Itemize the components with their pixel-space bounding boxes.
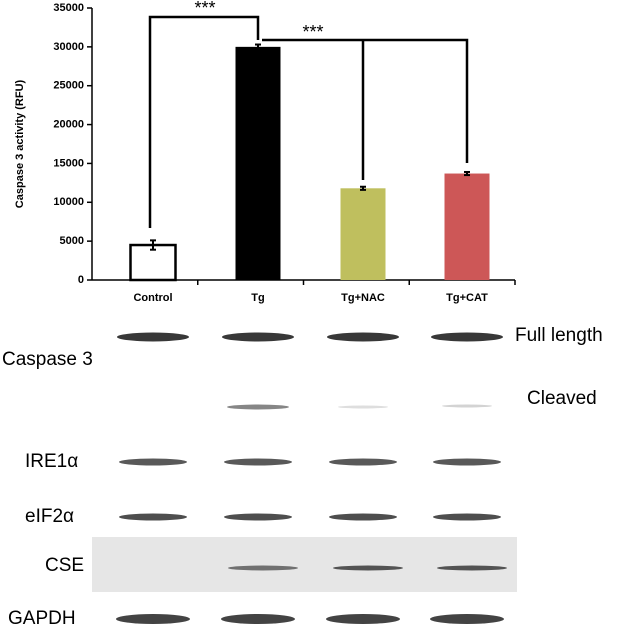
row-label: GAPDH bbox=[8, 608, 76, 629]
row-label: Caspase 3 bbox=[2, 349, 93, 370]
x-tick-label: Tg bbox=[251, 292, 264, 304]
row-label: IRE1α bbox=[25, 451, 78, 472]
blot-band bbox=[117, 332, 189, 342]
bar bbox=[340, 188, 386, 280]
blot-band bbox=[338, 405, 388, 409]
bar bbox=[235, 46, 281, 280]
error-bar bbox=[464, 170, 470, 177]
x-tick-label: Tg+NAC bbox=[341, 292, 385, 304]
significance-label: *** bbox=[194, 0, 215, 18]
blot-band bbox=[222, 332, 294, 342]
error-bar bbox=[255, 43, 261, 51]
blot-band bbox=[333, 565, 403, 571]
y-tick-label: 10000 bbox=[53, 196, 84, 208]
blot-band bbox=[329, 513, 397, 521]
blot-band bbox=[430, 614, 504, 624]
blot-band bbox=[227, 404, 289, 410]
x-tick-label: Tg+CAT bbox=[446, 292, 488, 304]
blot-band bbox=[327, 332, 399, 342]
bar bbox=[129, 243, 177, 282]
x-tick-label: Control bbox=[133, 292, 172, 304]
significance-label: *** bbox=[302, 22, 323, 42]
bar bbox=[444, 173, 490, 280]
y-tick-label: 15000 bbox=[53, 157, 84, 169]
blot-band bbox=[224, 513, 292, 521]
y-tick-label: 25000 bbox=[53, 80, 84, 92]
blot-band bbox=[329, 458, 397, 466]
blot-band bbox=[119, 513, 187, 521]
band-label: Cleaved bbox=[527, 388, 597, 409]
band-label: Full length bbox=[515, 325, 603, 346]
blot-band bbox=[437, 565, 507, 571]
y-tick-label: 0 bbox=[78, 274, 84, 286]
western-blot bbox=[92, 332, 517, 624]
y-axis-label: Caspase 3 activity (RFU) bbox=[14, 79, 26, 208]
y-tick-label: 20000 bbox=[53, 118, 84, 130]
blot-band bbox=[433, 458, 501, 466]
blot-band bbox=[228, 565, 298, 571]
row-label: CSE bbox=[45, 555, 84, 576]
row-label: eIF2α bbox=[25, 506, 74, 527]
blot-band bbox=[433, 513, 501, 521]
blot-band bbox=[442, 404, 492, 408]
significance-brackets bbox=[148, 15, 469, 228]
y-tick-label: 30000 bbox=[53, 41, 84, 53]
error-bar bbox=[360, 185, 366, 191]
error-bar bbox=[150, 239, 156, 251]
blot-band bbox=[119, 458, 187, 466]
y-tick-label: 5000 bbox=[60, 235, 84, 247]
blot-band bbox=[224, 458, 292, 466]
blot-band bbox=[326, 614, 400, 624]
blot-band bbox=[116, 614, 190, 624]
blot-band bbox=[431, 332, 503, 342]
cse-panel bbox=[92, 537, 517, 592]
y-tick-label: 35000 bbox=[53, 2, 84, 14]
blot-band bbox=[221, 614, 295, 624]
